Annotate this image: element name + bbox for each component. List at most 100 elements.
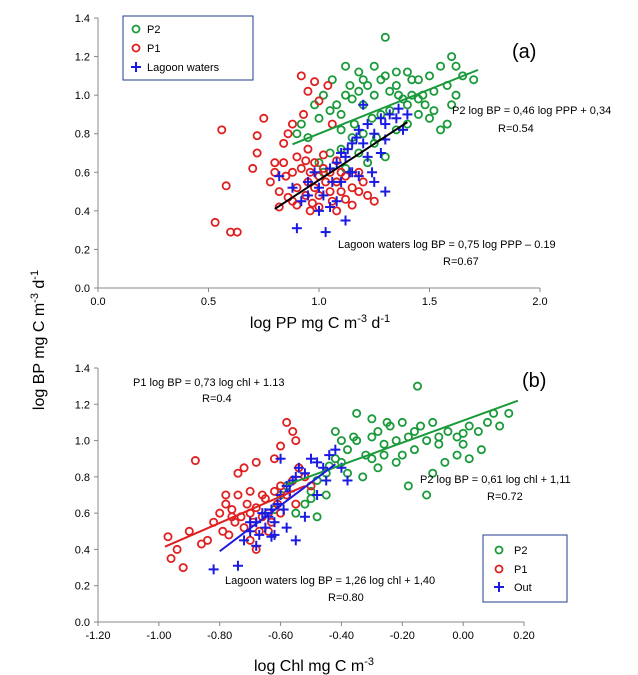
point-p2 [416, 421, 426, 431]
point-lagoon-waters [318, 190, 329, 201]
point-out [299, 511, 310, 522]
x-axis-label: log PP mg C m-3 d-1 [250, 313, 390, 332]
point-p2 [442, 119, 452, 129]
point-lagoon-waters [375, 148, 386, 158]
point-p2 [452, 450, 462, 460]
fit-line-p2 [292, 68, 479, 146]
point-p2 [380, 71, 390, 81]
point-p1 [166, 554, 176, 564]
point-p1 [233, 490, 243, 500]
annotation-p2-equation: P2 log BP = 0,61 log chl + 1,11 [420, 474, 571, 486]
y-tick-label: 1.4 [75, 13, 90, 25]
point-p2 [397, 417, 407, 427]
point-p2 [354, 67, 364, 77]
point-out [269, 517, 280, 528]
point-p2 [373, 426, 383, 436]
point-lagoon-waters [291, 223, 302, 234]
point-p2 [325, 106, 335, 116]
point-p2 [394, 90, 404, 100]
point-p1 [215, 508, 225, 518]
point-p2 [424, 113, 434, 123]
point-p1 [239, 523, 249, 533]
point-p2 [473, 426, 483, 436]
point-lagoon-waters [325, 202, 336, 212]
point-p1 [282, 417, 292, 427]
point-lagoon-waters [369, 128, 380, 139]
legend-label-p2: P2 [147, 24, 160, 36]
point-p2 [391, 81, 401, 91]
point-lagoon-waters [367, 167, 378, 178]
point-p2 [495, 421, 505, 431]
point-out [290, 535, 301, 546]
point-p1 [296, 71, 306, 81]
point-out [290, 471, 301, 482]
x-tick-label: 0.5 [201, 296, 216, 308]
panel-label: (b) [522, 370, 546, 392]
point-p2 [336, 436, 346, 446]
point-out [306, 453, 316, 464]
point-lagoon-waters [362, 151, 373, 162]
point-lagoon-waters [358, 99, 369, 110]
point-p2 [434, 432, 444, 442]
y-tick-label: 1.4 [75, 363, 90, 375]
point-p1 [347, 183, 357, 193]
point-lagoon-waters [287, 182, 298, 193]
legend: P2 P1 Out [482, 534, 568, 603]
point-lagoon-waters [302, 190, 313, 201]
annotation-lagoon-r: R=0.67 [443, 256, 479, 268]
point-out [245, 517, 256, 528]
point-p1 [292, 152, 302, 162]
point-lagoon-waters [314, 205, 324, 216]
legend-label-lagoon: Lagoon waters [147, 62, 220, 74]
fit-lines [274, 68, 479, 210]
point-p1 [259, 113, 269, 123]
point-p2 [436, 125, 446, 135]
y-ticks: 0.0 0.2 0.4 0.6 0.8 1.0 1.2 1.4 [75, 363, 98, 629]
fit-lines [164, 399, 519, 553]
point-p2 [321, 490, 331, 500]
x-tick-label: -0.60 [268, 630, 293, 642]
point-p2 [380, 32, 390, 42]
point-lagoon-waters [274, 171, 285, 182]
point-p1 [332, 206, 342, 216]
point-p1 [172, 544, 182, 554]
point-p1 [274, 202, 284, 212]
point-p2 [343, 445, 353, 455]
x-tick-label: -1.00 [146, 630, 171, 642]
point-lagoon-waters [314, 182, 324, 193]
point-p2 [469, 75, 479, 85]
point-p2 [451, 61, 461, 71]
point-out [239, 535, 250, 546]
point-p2 [391, 457, 401, 467]
point-lagoon-waters [358, 138, 369, 149]
y-tick-label: 0.2 [75, 244, 90, 256]
point-out [342, 475, 353, 486]
point-p2 [409, 445, 419, 455]
point-p2 [443, 426, 453, 436]
point-p2 [379, 439, 389, 449]
point-p2 [422, 490, 432, 500]
point-p2 [296, 119, 306, 129]
point-p2 [447, 100, 457, 110]
point-p1 [252, 148, 262, 158]
point-p2 [447, 52, 457, 62]
point-p2 [347, 94, 357, 104]
point-p1 [217, 125, 227, 135]
point-p2 [422, 436, 432, 446]
point-p2 [440, 457, 450, 467]
annotation-p2-r: R=0.54 [498, 123, 534, 135]
point-p1 [279, 138, 289, 148]
point-p1 [270, 158, 280, 168]
y-tick-label: 1.0 [75, 436, 90, 448]
point-p1 [257, 490, 267, 500]
point-p2 [367, 432, 377, 442]
x-tick-label: -0.40 [329, 630, 354, 642]
legend-label-p1: P1 [514, 564, 527, 576]
shared-y-axis-label: log BP mg C m-3 d-1 [29, 270, 48, 410]
x-tick-label: -1.20 [85, 630, 110, 642]
y-tick-label: 0.8 [75, 129, 90, 141]
legend-marker-p1 [494, 564, 504, 574]
point-lagoon-waters [296, 196, 307, 207]
point-p1 [190, 456, 200, 466]
